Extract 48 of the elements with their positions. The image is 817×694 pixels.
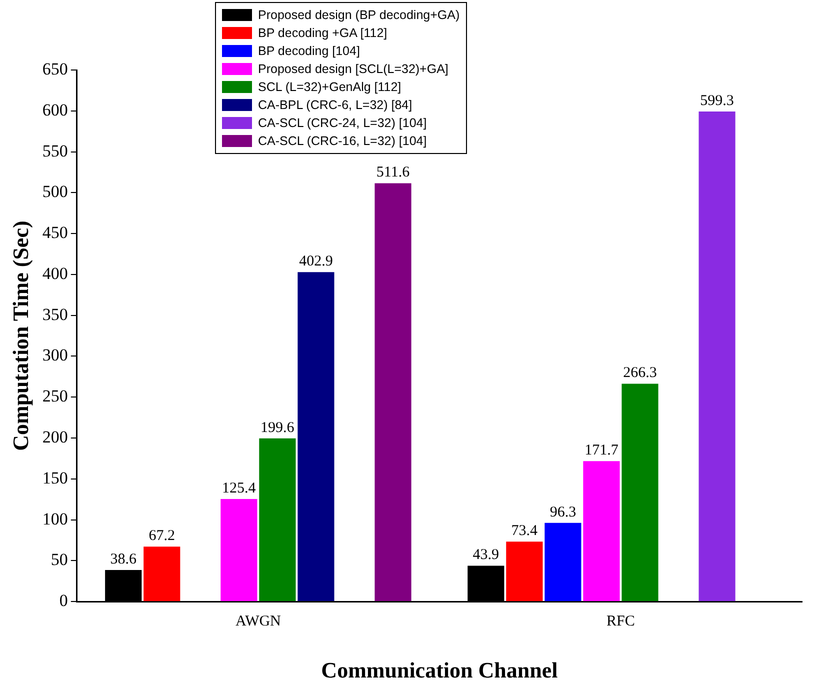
bar xyxy=(583,461,620,602)
legend-label: SCL (L=32)+GenAlg [112] xyxy=(258,80,402,94)
y-tick-label: 50 xyxy=(50,550,68,570)
legend-label: Proposed design (BP decoding+GA) xyxy=(258,8,460,22)
bar xyxy=(544,522,582,602)
y-tick-label: 100 xyxy=(42,509,68,528)
legend-label: CA-BPL (CRC-6, L=32) [84] xyxy=(258,98,412,112)
y-tick-label: 600 xyxy=(42,100,68,120)
y-tick-label: 250 xyxy=(42,386,68,406)
bar xyxy=(622,384,658,602)
bar xyxy=(506,542,543,602)
legend-label: BP decoding [104] xyxy=(258,44,360,58)
data-label: 511.6 xyxy=(376,164,410,181)
bar xyxy=(259,438,296,602)
data-label: 38.6 xyxy=(110,551,137,568)
legend-label: Proposed design [SCL(L=32)+GA] xyxy=(258,62,448,76)
legend-label: CA-SCL (CRC-24, L=32) [104] xyxy=(258,116,427,130)
data-label: 199.6 xyxy=(260,420,295,436)
data-label: 171.7 xyxy=(584,442,619,459)
y-tick-label: 150 xyxy=(42,468,68,488)
data-label: 73.4 xyxy=(511,523,538,540)
y-tick-label: 650 xyxy=(42,59,68,78)
bar xyxy=(144,546,180,602)
data-label: 599.3 xyxy=(700,92,734,109)
y-tick-label: 500 xyxy=(42,182,68,202)
data-label: 125.4 xyxy=(222,480,256,496)
legend-label: BP decoding +GA [112] xyxy=(258,26,388,40)
data-label: 266.3 xyxy=(623,365,657,382)
legend-label: CA-SCL (CRC-16, L=32) [104] xyxy=(258,134,427,148)
y-tick-label: 200 xyxy=(42,428,68,446)
y-tick-label: 450 xyxy=(42,223,68,242)
y-tick-label: 400 xyxy=(42,264,68,283)
bar xyxy=(298,272,334,602)
y-tick-label: 300 xyxy=(42,346,68,365)
data-label: 67.2 xyxy=(148,528,175,544)
y-axis-title: Computation Time (Sec) xyxy=(8,220,33,451)
x-tick-label: RFC xyxy=(606,614,635,630)
bar xyxy=(374,183,412,602)
x-axis-title: Communication Channel xyxy=(321,657,558,682)
data-label: 43.9 xyxy=(472,547,500,564)
y-tick-label: 0 xyxy=(59,591,68,610)
bar xyxy=(220,499,258,602)
x-tick-label: AWGN xyxy=(235,614,282,630)
data-label: 96.3 xyxy=(550,504,576,520)
bar xyxy=(698,111,736,602)
y-tick-label: 550 xyxy=(42,141,68,160)
data-label: 402.9 xyxy=(299,254,333,270)
y-tick-label: 350 xyxy=(42,304,68,324)
